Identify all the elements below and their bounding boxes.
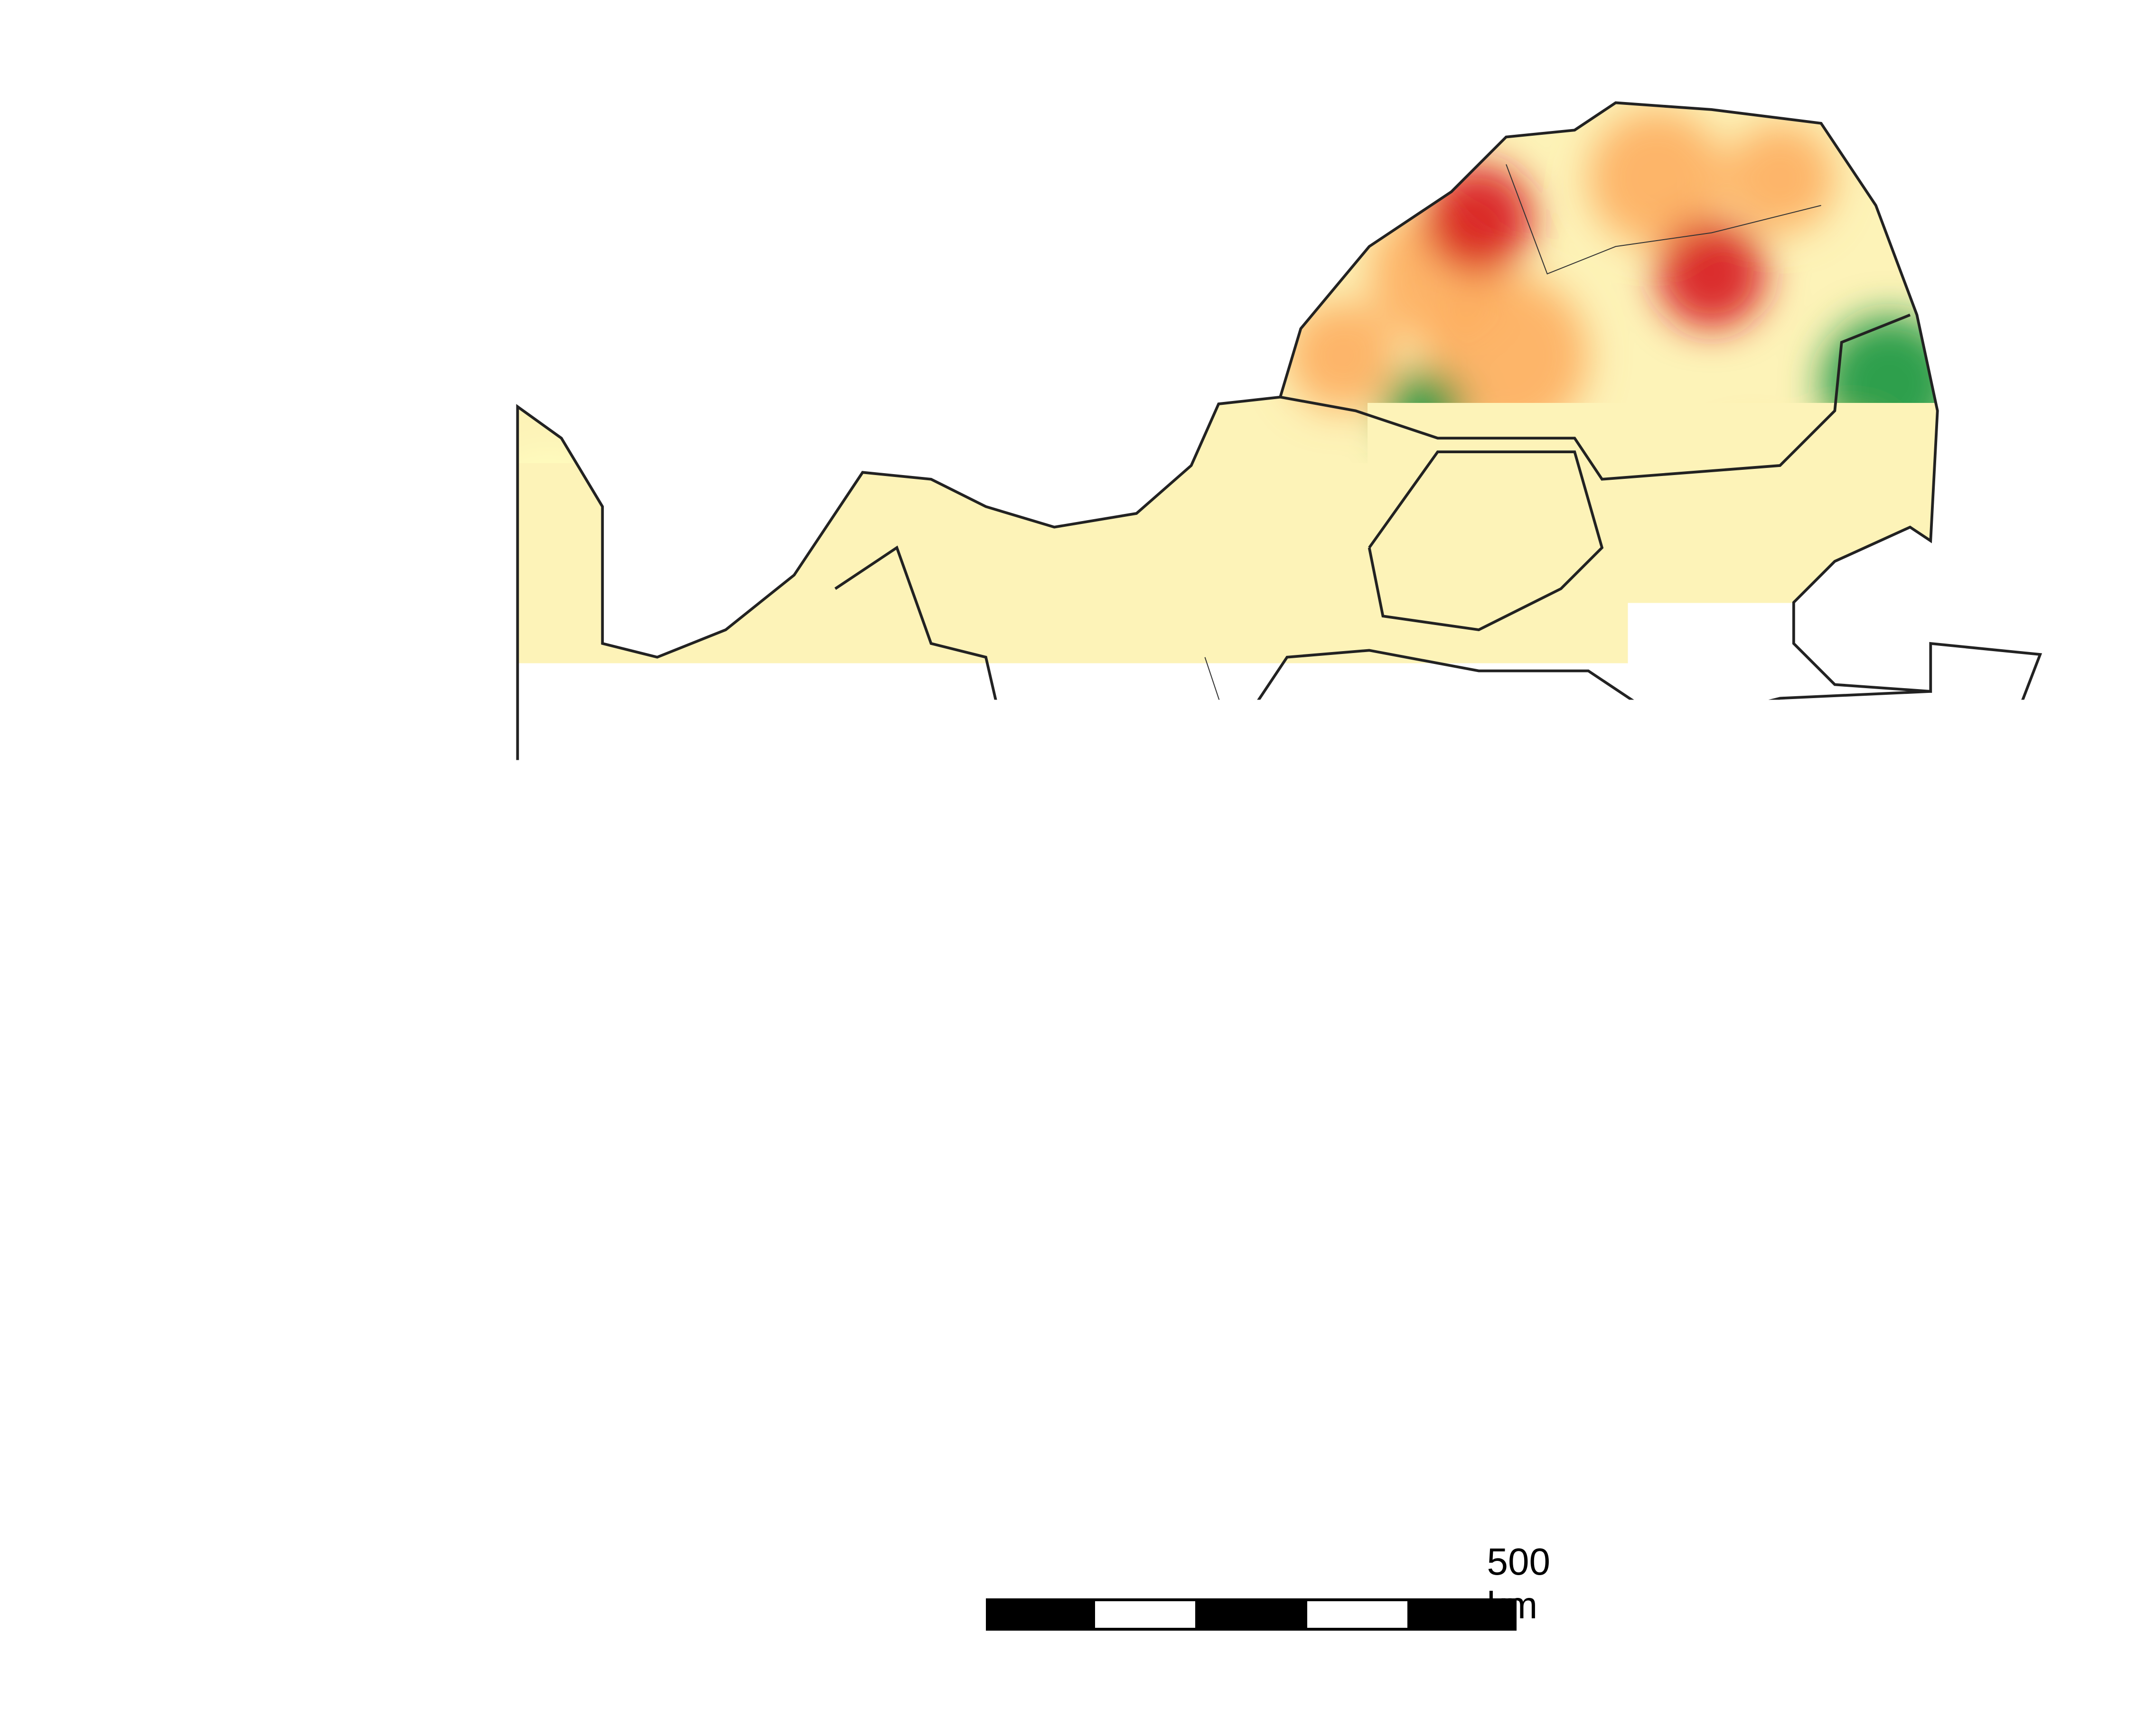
surface-blob <box>1082 1273 1164 1355</box>
surface-blob <box>678 774 801 897</box>
scale-label: 400 <box>1380 1540 1443 1584</box>
legend: HIV care quality -1.12 -0.56 -0.00 0.56 1.12 <box>1756 1208 2047 1547</box>
surface-blob <box>1602 972 1739 1109</box>
surface-blob <box>123 904 233 1013</box>
legend-swatch <box>1759 1266 1825 1303</box>
legend-item: 1.12 <box>1756 1489 2047 1547</box>
legend-label: -0.56 <box>1844 1319 1937 1366</box>
scale-label: 100 <box>1062 1540 1125 1584</box>
scale-segment <box>1198 1598 1304 1631</box>
surface-blob <box>1396 479 1506 589</box>
surface-blob <box>1000 548 1136 684</box>
scale-segment <box>1304 1598 1411 1631</box>
surface-blob <box>1657 219 1766 329</box>
legend-item: -0.56 <box>1756 1314 2047 1372</box>
surface-blob <box>1725 123 1835 233</box>
scale-segment <box>1092 1598 1199 1631</box>
surface-blob <box>1178 849 1287 959</box>
legend-swatch <box>1759 1441 1825 1478</box>
surface-blob <box>945 1396 1054 1506</box>
surface-blob <box>986 1260 1096 1369</box>
scale-bar <box>986 1598 1517 1631</box>
surface-blob <box>1109 739 1219 849</box>
surface-blob <box>1808 424 1890 506</box>
legend-item: 0.56 <box>1756 1430 2047 1489</box>
surface-blob <box>1130 965 1253 1089</box>
legend-label: 0.56 <box>1844 1436 1923 1483</box>
scale-segment <box>986 1598 1092 1631</box>
legend-label: 1.12 <box>1844 1494 1923 1541</box>
surface-blob <box>1260 767 1369 877</box>
surface-blob <box>1287 301 1397 411</box>
surface-blob <box>1191 1355 1274 1437</box>
surface-blob <box>1246 1205 1356 1315</box>
surface-blob <box>1903 684 2013 794</box>
surface-blob <box>828 691 924 787</box>
surface-blob <box>1452 1396 1506 1451</box>
scale-bar-labels: 0 100 200 300 400 500 km <box>968 1540 1633 1583</box>
surface-blob <box>1808 808 1890 890</box>
scale-label: 300 <box>1274 1540 1337 1584</box>
legend-swatch <box>1759 1500 1825 1537</box>
surface-blob <box>1314 1314 1424 1424</box>
legend-swatch <box>1759 1383 1825 1420</box>
legend-label: -0.00 <box>1844 1378 1937 1425</box>
scale-label: 200 <box>1169 1540 1232 1584</box>
surface-blob <box>479 452 616 588</box>
surface-blob <box>1410 1109 1547 1246</box>
legend-title: HIV care quality <box>1759 1208 2047 1255</box>
scale-label: 0 <box>979 1540 1001 1584</box>
legend-item: -0.00 <box>1756 1372 2047 1430</box>
legend-label: -1.12 <box>1844 1261 1937 1308</box>
surface-blob <box>1444 678 1568 801</box>
surface-blob <box>1013 794 1123 904</box>
legend-swatch <box>1759 1325 1825 1362</box>
surface-blob <box>589 602 698 712</box>
surface-blob <box>472 801 623 952</box>
surface-blob <box>616 904 698 986</box>
surface-blob <box>897 1034 1020 1157</box>
scale-segment <box>1410 1598 1517 1631</box>
surface-blob <box>1006 1102 1075 1170</box>
surface-blob <box>1424 164 1534 274</box>
surface-blob <box>1013 917 1150 1054</box>
surface-blob <box>883 938 979 1034</box>
surface-blob <box>1123 602 1205 684</box>
legend-item: -1.12 <box>1756 1255 2047 1314</box>
surface-blob <box>931 657 1041 767</box>
